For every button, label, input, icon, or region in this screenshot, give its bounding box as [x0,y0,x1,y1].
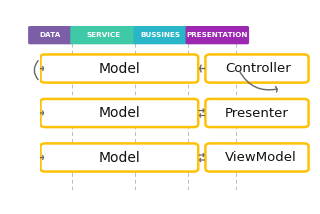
FancyBboxPatch shape [205,99,308,127]
Text: DATA: DATA [40,32,61,38]
Text: Model: Model [99,61,140,76]
FancyBboxPatch shape [205,54,308,83]
Text: PRESENTATION: PRESENTATION [187,32,248,38]
FancyBboxPatch shape [70,26,136,44]
Text: ViewModel: ViewModel [225,151,297,164]
Text: SERVICE: SERVICE [86,32,120,38]
FancyBboxPatch shape [41,99,198,127]
Text: Presenter: Presenter [225,107,289,119]
FancyBboxPatch shape [41,143,198,172]
FancyBboxPatch shape [133,26,187,44]
Text: BUSSINES: BUSSINES [140,32,180,38]
FancyBboxPatch shape [28,26,73,44]
Text: Model: Model [99,106,140,120]
FancyBboxPatch shape [205,143,308,172]
Text: Controller: Controller [225,62,291,75]
FancyBboxPatch shape [186,26,249,44]
Text: Model: Model [99,150,140,165]
FancyBboxPatch shape [41,54,198,83]
